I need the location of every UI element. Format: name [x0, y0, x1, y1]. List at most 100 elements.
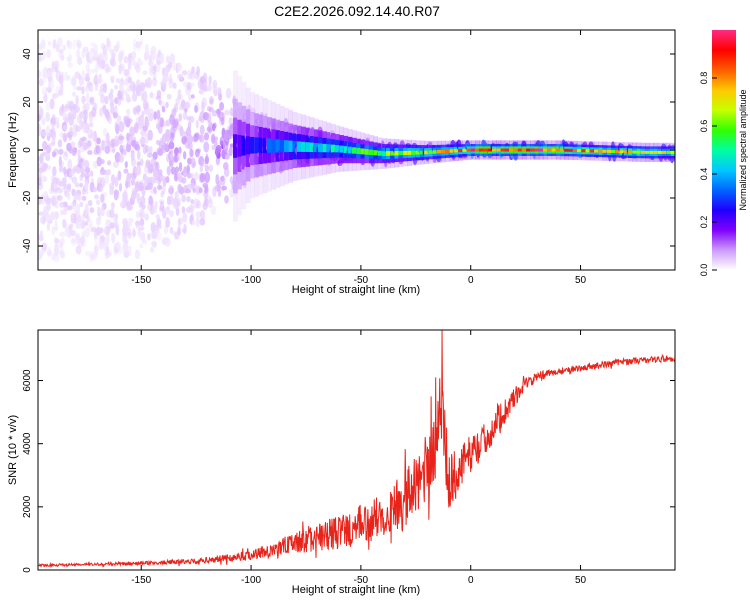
spectrogram-ridge-cell: [368, 149, 374, 156]
spectrogram-cell: [161, 81, 167, 89]
spectrogram-cell: [172, 199, 179, 210]
spectrogram-cell: [162, 184, 166, 195]
snr-series-line: [38, 330, 675, 568]
y-tick-label: 20: [22, 96, 33, 108]
spectrogram-cell: [211, 123, 216, 132]
spectrogram-cell: [41, 242, 48, 251]
spectrogram-cell: [204, 164, 210, 173]
spectrogram-cell: [54, 93, 60, 98]
spectrogram-cell: [115, 123, 120, 135]
spectrogram-cell: [89, 97, 95, 103]
spectrogram-cell: [62, 124, 68, 131]
spectrogram-cell: [77, 193, 82, 202]
spectrogram-cell: [134, 249, 141, 260]
colorbar-tick-label: 0.0: [699, 264, 709, 277]
spectrogram-cell: [182, 112, 188, 120]
spectrogram-cell: [101, 140, 108, 149]
spectrogram-ridge-cell: [492, 148, 497, 152]
spectrogram-cell: [104, 109, 110, 119]
spectrogram-cell: [183, 223, 187, 235]
spectrogram-cell: [94, 85, 99, 92]
spectrogram-cell: [87, 150, 93, 156]
spectrogram-cell: [117, 92, 123, 100]
spectrogram-cell: [181, 206, 186, 214]
spectrogram-cell: [147, 112, 153, 118]
spectrogram-cell: [122, 191, 128, 201]
spectrogram-cell: [59, 209, 64, 216]
spectrogram-cell: [145, 144, 149, 153]
spectrogram-cell: [114, 84, 119, 90]
spectrogram-ridge-cell: [373, 150, 379, 156]
spectrogram-cell: [72, 177, 76, 185]
spectrogram-cell: [127, 244, 132, 257]
colorbar-tick-label: 0.8: [699, 72, 709, 85]
spectrogram-ridge-cell: [254, 137, 260, 154]
spectrogram-cell: [189, 148, 194, 158]
spectrogram-cell: [170, 132, 175, 139]
spectrogram-cell: [74, 71, 81, 79]
spectrogram-cell: [62, 132, 68, 142]
spectrogram-cell: [167, 187, 173, 194]
snr-panel: -150 -100 -50 0 50 0 2000 4000 6000 Height of s…: [7, 329, 676, 596]
spectrogram-cell: [84, 102, 90, 112]
spectrogram-cell: [139, 243, 144, 249]
spectrogram-cell: [54, 60, 59, 66]
spectrogram-cell: [176, 152, 181, 162]
spectrogram-cell: [159, 200, 165, 212]
spectrogram-cell: [58, 155, 62, 167]
spectrogram-cell: [40, 194, 45, 205]
spectrogram-cell: [165, 216, 170, 228]
spectrogram-ridge-cell: [284, 140, 289, 153]
spectrogram-ridge-cell: [292, 140, 298, 152]
snr-y-axis: 0 2000 4000 6000: [22, 369, 675, 573]
spectrogram-cell: [135, 63, 141, 74]
spectrogram-ridge-cell: [415, 150, 421, 155]
spectrogram-cell: [113, 247, 117, 256]
spectrogram-cell: [87, 68, 93, 76]
spectrogram-cell: [102, 44, 108, 56]
spectrogram-cell: [195, 119, 199, 129]
y-tick-label: 40: [22, 48, 33, 60]
spectrogram-ridge-cell: [279, 139, 285, 153]
spectrogram-cell: [75, 219, 80, 229]
spectrogram-cell: [113, 213, 118, 225]
spectrogram-ridge-cell: [458, 148, 463, 153]
spectrogram-cell: [212, 83, 217, 95]
spectrogram-ridge-cell: [619, 150, 625, 154]
spectrogram-cell: [75, 125, 81, 133]
spectrogram-cell: [110, 174, 115, 183]
spectrogram-cell: [82, 46, 89, 53]
spectrogram-cell: [187, 157, 193, 165]
spectrogram-cell: [152, 65, 157, 71]
spectrogram-ridge-cell: [551, 148, 557, 152]
spectrogram-cell: [68, 53, 72, 62]
spectrogram-cell: [62, 109, 67, 121]
spectrogram-cell: [136, 164, 142, 176]
spectrogram-cell: [177, 73, 183, 80]
spectrogram-ridge-cell: [411, 150, 417, 155]
spectrogram-cell: [38, 156, 43, 162]
spectrogram-cell: [71, 217, 76, 224]
spectrogram-cell: [123, 69, 130, 77]
spectrogram-cell: [66, 183, 72, 191]
spectrogram-cell: [54, 116, 60, 124]
spectrogram-cell: [219, 101, 225, 111]
spectrogram-cell: [46, 222, 51, 231]
spectrogram-cell: [109, 222, 115, 229]
y-tick-label: 2000: [22, 495, 33, 518]
spectrogram-ridge-cell: [577, 149, 582, 153]
spectrogram-ridge-cell: [305, 142, 311, 152]
spectrogram-cell: [204, 171, 211, 184]
spectrogram-cell: [161, 105, 166, 113]
spectrogram-cell: [58, 49, 64, 59]
spectrogram-ridge-cell: [275, 139, 281, 153]
spectrogram-cell: [199, 124, 205, 135]
spectrogram-cell: [46, 165, 52, 170]
spectrogram-cell: [207, 84, 212, 92]
spectrogram-cell: [89, 122, 94, 128]
spectrogram-cell: [123, 56, 129, 64]
spectrogram-cell: [45, 101, 51, 112]
spectrogram-cell: [45, 111, 51, 122]
snr-x-label: Height of straight line (km): [292, 584, 420, 596]
spectrogram-cell: [170, 166, 176, 175]
